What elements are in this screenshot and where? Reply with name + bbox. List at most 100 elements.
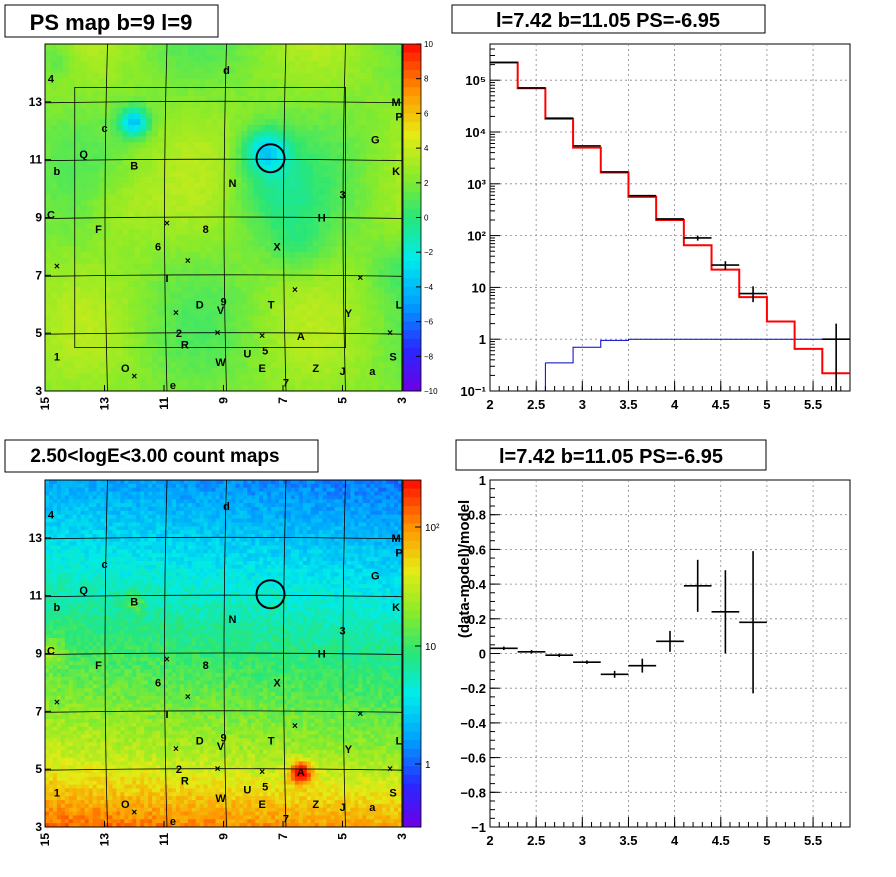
source-label: d: [223, 501, 230, 513]
source-cross: ×: [259, 331, 265, 342]
colorbar-tick-label: 10²: [425, 523, 440, 534]
source-label: e: [170, 380, 176, 392]
source-label: 3: [339, 625, 345, 637]
source-label: d: [223, 65, 230, 77]
colorbar-tick-label: 10: [424, 40, 433, 49]
colorbar-tick-label: 1: [425, 760, 431, 771]
source-label: X: [273, 677, 281, 689]
y-tick-label: 5: [35, 762, 42, 776]
source-label: J: [339, 366, 345, 378]
y-tick-label: 7: [35, 268, 42, 282]
source-label: T: [268, 735, 275, 747]
x-tick-label: 3: [395, 397, 409, 404]
x-tick-label: 7: [276, 397, 290, 404]
source-cross: ×: [292, 721, 298, 732]
y-tick-label: 10⁴: [465, 125, 486, 140]
y-tick-label: 5: [35, 326, 42, 340]
source-cross: ×: [164, 218, 170, 229]
source-label: D: [196, 299, 204, 311]
source-cross: ×: [259, 767, 265, 778]
colorbar-tick-label: 6: [424, 109, 429, 118]
y-tick-label: 7: [35, 704, 42, 718]
residual-title-box: l=7.42 b=11.05 PS=-6.95: [456, 440, 766, 470]
source-label: I: [165, 709, 168, 721]
y-tick-label: 0.4: [468, 577, 487, 592]
source-label: 1: [54, 351, 60, 363]
y-tick-label: −1: [471, 820, 486, 835]
y-tick-label: 10⁻¹: [460, 384, 486, 399]
source-label: R: [181, 776, 189, 788]
residual-title: l=7.42 b=11.05 PS=-6.95: [499, 446, 723, 468]
source-label: W: [215, 357, 226, 369]
source-label: L: [396, 735, 403, 747]
source-label: A: [297, 331, 305, 343]
source-label: M: [391, 533, 400, 545]
x-tick-label: 7: [276, 833, 290, 840]
source-label: C: [47, 210, 55, 222]
source-label: 4: [48, 510, 55, 522]
source-cross: ×: [357, 709, 363, 720]
source-label: L: [396, 299, 403, 311]
source-label: G: [371, 134, 380, 146]
y-tick-label: 0.6: [468, 542, 486, 557]
source-label: 6: [155, 677, 161, 689]
x-tick-label: 13: [98, 833, 112, 847]
colorbar-tick-label: 8: [424, 75, 429, 84]
y-tick-label: 13: [29, 95, 43, 109]
x-tick-label: 15: [38, 397, 52, 411]
ps-map-title-box: PS map b=9 l=9: [5, 5, 218, 37]
x-tick-label: 5: [763, 397, 770, 412]
colorbar-tick-label: −10: [424, 387, 438, 396]
source-cross: ×: [185, 256, 191, 267]
source-label: 5: [262, 346, 268, 358]
x-tick-label: 3: [579, 833, 586, 848]
source-cross: ×: [173, 308, 179, 319]
source-label: M: [391, 97, 400, 109]
source-label: 1: [54, 787, 60, 799]
x-tick-label: 5.5: [804, 397, 822, 412]
source-label: F: [95, 224, 102, 236]
source-label: 7: [283, 377, 289, 389]
y-tick-label: −0.8: [460, 785, 486, 800]
source-cross: ×: [215, 328, 221, 339]
x-tick-label: 2: [486, 833, 493, 848]
source-label: G: [371, 570, 380, 582]
x-tick-label: 4: [671, 833, 679, 848]
spectrum-title: l=7.42 b=11.05 PS=-6.95: [496, 10, 720, 32]
source-label: T: [268, 299, 275, 311]
x-tick-label: 2.5: [527, 397, 545, 412]
y-tick-label: 0.2: [468, 612, 486, 627]
x-tick-label: 15: [38, 833, 52, 847]
y-tick-label: 3: [35, 384, 42, 398]
colorbar-tick-label: −2: [424, 248, 434, 257]
x-tick-label: 4.5: [712, 397, 730, 412]
colorbar-tick-label: 4: [424, 144, 429, 153]
ps-map-title: PS map b=9 l=9: [30, 10, 193, 35]
source-label: O: [121, 799, 130, 811]
source-label: W: [215, 793, 226, 805]
source-label: Z: [312, 799, 319, 811]
colorbar-tick-label: 0: [424, 214, 429, 223]
y-tick-label: 0: [479, 647, 486, 662]
y-tick-label: 9: [35, 211, 42, 225]
source-label: C: [47, 646, 55, 658]
source-label: Q: [79, 149, 88, 161]
x-tick-label: 5: [763, 833, 770, 848]
x-tick-label: 4.5: [712, 833, 730, 848]
x-tick-label: 3: [579, 397, 586, 412]
source-label: a: [369, 366, 376, 378]
x-tick-label: 5.5: [804, 833, 822, 848]
y-tick-label: 3: [35, 820, 42, 834]
source-label: V: [217, 305, 225, 317]
x-tick-label: 5: [336, 833, 350, 840]
source-label: 4: [48, 74, 55, 86]
source-label: V: [217, 741, 225, 753]
colorbar-tick-label: −6: [424, 318, 434, 327]
count-map-title-box: 2.50<logE<3.00 count maps: [5, 440, 318, 472]
source-label: 8: [203, 224, 209, 236]
source-label: 6: [155, 241, 161, 253]
